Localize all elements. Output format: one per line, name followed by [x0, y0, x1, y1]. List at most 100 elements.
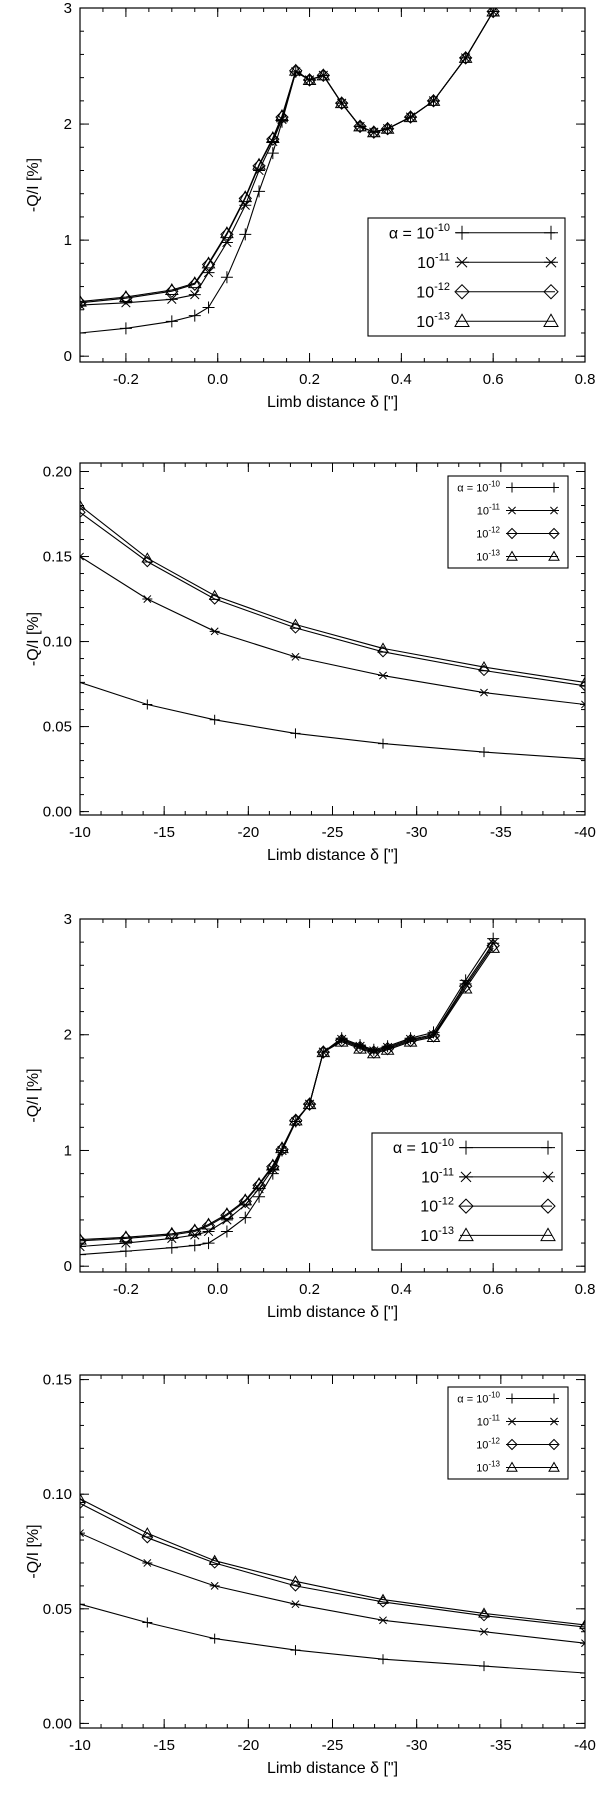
data-point	[252, 1178, 266, 1192]
data-point	[378, 1616, 388, 1625]
data-point	[239, 228, 252, 241]
legend-marker	[507, 1417, 517, 1426]
data-point	[202, 1237, 215, 1250]
y-tick-label: 0.10	[43, 634, 72, 651]
legend-marker	[459, 1171, 473, 1183]
x-tick-label: -35	[490, 824, 512, 841]
data-point	[202, 301, 215, 314]
legend: α = 10-10 10-11 10-12 10-13	[447, 475, 569, 569]
legend-label: 10-11	[421, 1166, 454, 1186]
data-point	[164, 1226, 179, 1239]
legend-marker	[548, 1438, 560, 1451]
data-point	[252, 159, 266, 173]
data-point	[486, 940, 501, 953]
data-point	[275, 1142, 289, 1157]
legend-marker	[507, 482, 517, 493]
y-tick-label: 0.10	[43, 1486, 72, 1503]
data-point	[290, 652, 301, 661]
data-point	[580, 1639, 585, 1648]
data-point	[458, 51, 473, 65]
x-axis-label: Limb distance δ ["]	[267, 1304, 398, 1321]
data-point	[479, 1661, 489, 1672]
data-point	[142, 699, 153, 710]
legend-marker	[507, 1393, 517, 1404]
data-point	[141, 552, 154, 563]
y-tick-label: 1	[64, 1142, 72, 1159]
legend-label: 10-12	[476, 1436, 500, 1451]
legend-marker	[506, 1438, 518, 1451]
data-point	[208, 589, 221, 600]
data-point	[142, 1617, 153, 1628]
data-point	[426, 94, 441, 108]
data-point	[201, 256, 216, 269]
data-point	[220, 227, 234, 242]
legend-marker	[454, 313, 470, 327]
data-point	[119, 289, 133, 303]
legend-label: 10-13	[416, 311, 450, 331]
data-point	[290, 728, 301, 739]
data-point	[289, 1580, 302, 1592]
data-point	[220, 226, 234, 239]
x-tick-label: 0.4	[391, 1281, 412, 1298]
y-axis-label: -Q/I [%]	[25, 612, 42, 666]
x-tick-label: -40	[574, 1737, 596, 1754]
chart-panel-4: -10 -15 -20 -25 -30 -35 -40 0.00 0.05 0.10 0.15 Lim…	[25, 1372, 596, 1777]
series-4	[80, 499, 585, 687]
data-point	[378, 738, 388, 749]
legend-marker	[454, 284, 470, 300]
x-tick-label: 0.8	[575, 371, 596, 388]
data-point	[253, 1190, 266, 1203]
data-point	[458, 50, 473, 63]
data-point	[80, 677, 85, 688]
x-tick-label: -35	[490, 1737, 512, 1754]
data-point	[353, 1041, 367, 1054]
x-tick-label: -25	[322, 824, 344, 841]
legend-marker	[548, 550, 560, 561]
legend-marker	[549, 506, 559, 515]
legend-label: 10-12	[416, 281, 450, 301]
data-point	[275, 108, 289, 121]
y-tick-label: 0	[64, 1258, 72, 1275]
data-point	[579, 676, 585, 687]
y-axis-label: -Q/I [%]	[25, 1068, 42, 1122]
legend-marker	[507, 506, 517, 515]
data-point	[302, 1097, 317, 1110]
y-tick-label: 3	[64, 0, 72, 17]
series-2	[80, 552, 585, 709]
y-tick-label: 0.00	[43, 1715, 72, 1732]
data-point	[188, 277, 202, 291]
legend-marker	[541, 1140, 555, 1155]
x-tick-label: -0.2	[113, 371, 139, 388]
legend-marker	[544, 256, 558, 268]
x-tick-label: -10	[69, 824, 91, 841]
data-point	[334, 1034, 349, 1047]
data-point	[165, 315, 178, 328]
y-tick-label: 0	[64, 348, 72, 365]
data-point	[253, 185, 266, 198]
data-point	[187, 1223, 202, 1236]
data-point	[238, 1193, 253, 1206]
data-point	[220, 1207, 234, 1220]
data-point	[403, 110, 418, 123]
data-point	[119, 1238, 132, 1248]
x-tick-label: -20	[237, 1737, 259, 1754]
data-point	[141, 1532, 154, 1544]
y-tick-label: 2	[64, 1027, 72, 1044]
x-tick-label: 0.0	[207, 1281, 228, 1298]
legend-label: α = 10-10	[457, 1390, 500, 1405]
y-axis-label: -Q/I [%]	[25, 1524, 42, 1578]
data-point	[478, 661, 490, 672]
data-point	[201, 1218, 216, 1233]
data-point	[580, 753, 585, 764]
x-tick-label: -15	[153, 1737, 175, 1754]
series-1	[80, 677, 585, 764]
y-tick-label: 1	[64, 232, 72, 249]
series-4	[80, 940, 501, 1245]
data-point	[119, 298, 132, 308]
series-line	[80, 1498, 585, 1626]
data-point	[80, 552, 85, 561]
y-tick-label: 0.05	[43, 1601, 72, 1618]
legend: α = 10-10 10-11 10-12 10-13	[447, 1386, 569, 1480]
data-point	[165, 294, 178, 304]
x-axis-label: Limb distance δ ["]	[267, 847, 398, 864]
